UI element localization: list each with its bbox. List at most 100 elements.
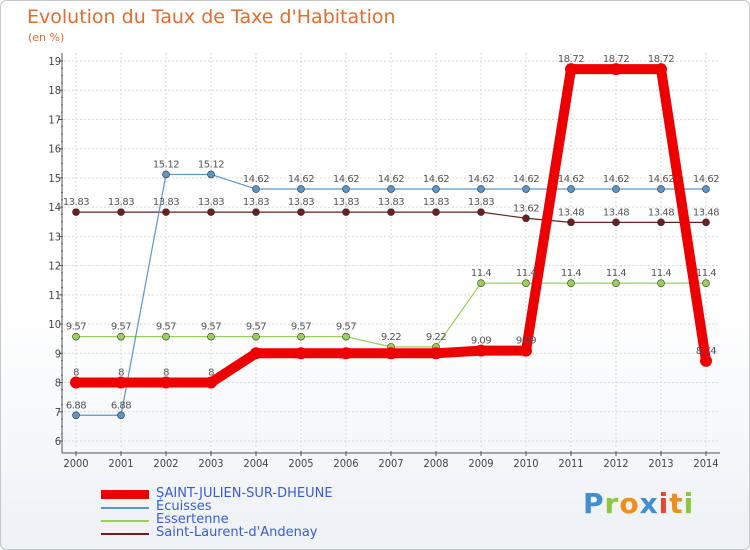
x-axis-ticks: 2000 2001 2002 2003 2004 2005 2006 2007 2008 2009… xyxy=(63,457,718,470)
grid xyxy=(64,53,718,449)
data-point xyxy=(612,279,620,287)
logo-letter: i xyxy=(658,487,670,520)
x-tick-label: 2000 xyxy=(63,457,88,470)
data-label: 18.72 xyxy=(603,54,629,65)
data-point xyxy=(702,218,710,227)
data-label: 13.48 xyxy=(648,207,674,218)
data-point xyxy=(522,279,530,287)
logo-letter: x xyxy=(639,487,659,520)
data-label: 13.83 xyxy=(423,197,449,208)
data-point xyxy=(297,185,305,193)
data-point xyxy=(387,185,395,193)
data-point xyxy=(700,354,712,367)
data-point xyxy=(207,170,215,179)
series-0 xyxy=(72,208,710,227)
y-tick-label: 14 xyxy=(48,201,61,214)
data-label: 11.4 xyxy=(651,268,671,279)
data-point xyxy=(117,208,125,216)
data-point xyxy=(295,347,307,360)
data-point xyxy=(477,185,485,193)
data-point xyxy=(702,185,710,193)
x-tick-label: 2002 xyxy=(153,457,178,470)
series-1 xyxy=(72,279,710,351)
legend-label: Saint-Laurent-d'Andenay xyxy=(156,525,318,540)
data-label: 13.62 xyxy=(513,203,539,214)
data-label: 13.83 xyxy=(288,197,314,208)
data-label: 6.88 xyxy=(66,400,86,411)
legend-label: Essertenne xyxy=(156,512,229,527)
data-label: 9.22 xyxy=(381,332,401,343)
data-label: 9.22 xyxy=(426,332,446,343)
x-tick-label: 2004 xyxy=(243,457,268,470)
data-point xyxy=(655,63,667,76)
data-label: 13.48 xyxy=(558,207,584,218)
data-point xyxy=(477,208,485,216)
chart-unit-label: (en %) xyxy=(28,31,65,44)
data-point xyxy=(342,332,350,341)
data-point xyxy=(252,208,260,216)
legend-swatch xyxy=(101,507,149,509)
data-label: 11.4 xyxy=(516,268,536,279)
data-point xyxy=(72,208,80,216)
data-point xyxy=(250,347,262,360)
data-point xyxy=(522,214,530,223)
data-point xyxy=(567,218,575,227)
data-label: 14.62 xyxy=(693,174,719,185)
data-point xyxy=(207,208,215,216)
data-point xyxy=(432,185,440,193)
data-label: 13.83 xyxy=(153,197,179,208)
data-point xyxy=(522,185,530,193)
data-point xyxy=(342,208,350,216)
x-tick-label: 2001 xyxy=(108,457,133,470)
data-label: 14.62 xyxy=(288,174,314,185)
data-label: 8 xyxy=(208,368,214,379)
data-label: 13.83 xyxy=(108,197,134,208)
x-tick-label: 2012 xyxy=(603,457,628,470)
y-tick-label: 6 xyxy=(55,435,61,448)
x-tick-label: 2007 xyxy=(378,457,403,470)
data-point xyxy=(160,376,172,389)
data-label: 14.62 xyxy=(603,174,629,185)
data-label: 15.12 xyxy=(198,159,224,170)
logo-letter: r xyxy=(604,487,620,520)
data-point xyxy=(565,63,577,76)
data-label: 9.57 xyxy=(291,322,311,333)
y-tick-label: 9 xyxy=(55,347,61,360)
data-point xyxy=(657,218,665,227)
data-point xyxy=(385,347,397,360)
data-point xyxy=(387,208,395,216)
y-tick-label: 11 xyxy=(48,289,61,302)
x-tick-label: 2006 xyxy=(333,457,358,470)
chart-title: Evolution du Taux de Taxe d'Habitation xyxy=(27,6,396,28)
data-label: 11.4 xyxy=(606,268,626,279)
data-label: 14.62 xyxy=(378,174,404,185)
y-tick-label: 15 xyxy=(48,172,61,185)
y-tick-label: 16 xyxy=(48,143,61,156)
data-label: 8 xyxy=(118,368,124,379)
data-label: 9.57 xyxy=(336,322,356,333)
data-point xyxy=(207,332,215,341)
data-label: 8 xyxy=(163,368,169,379)
data-label: 18.72 xyxy=(648,54,674,65)
data-label: 9.57 xyxy=(66,322,86,333)
data-point xyxy=(477,279,485,287)
data-point xyxy=(162,208,170,216)
data-label: 14.62 xyxy=(468,174,494,185)
data-label: 14.62 xyxy=(558,174,584,185)
x-tick-label: 2009 xyxy=(468,457,493,470)
data-label: 13.48 xyxy=(603,207,629,218)
data-point xyxy=(612,218,620,227)
proxiti-logo: Proxiti xyxy=(583,487,694,520)
data-label: 13.83 xyxy=(198,197,224,208)
data-point xyxy=(342,185,350,193)
legend-swatch xyxy=(101,533,149,535)
y-tick-label: 12 xyxy=(48,260,61,273)
data-point xyxy=(297,208,305,216)
data-label: 14.62 xyxy=(243,174,269,185)
logo-letter: o xyxy=(619,487,640,520)
y-axis-ticks: 6 7 8 9 10 11 12 13 14 15 16 17 18 19 xyxy=(48,55,61,448)
data-label: 9.09 xyxy=(516,336,536,347)
series-2 xyxy=(72,170,710,420)
